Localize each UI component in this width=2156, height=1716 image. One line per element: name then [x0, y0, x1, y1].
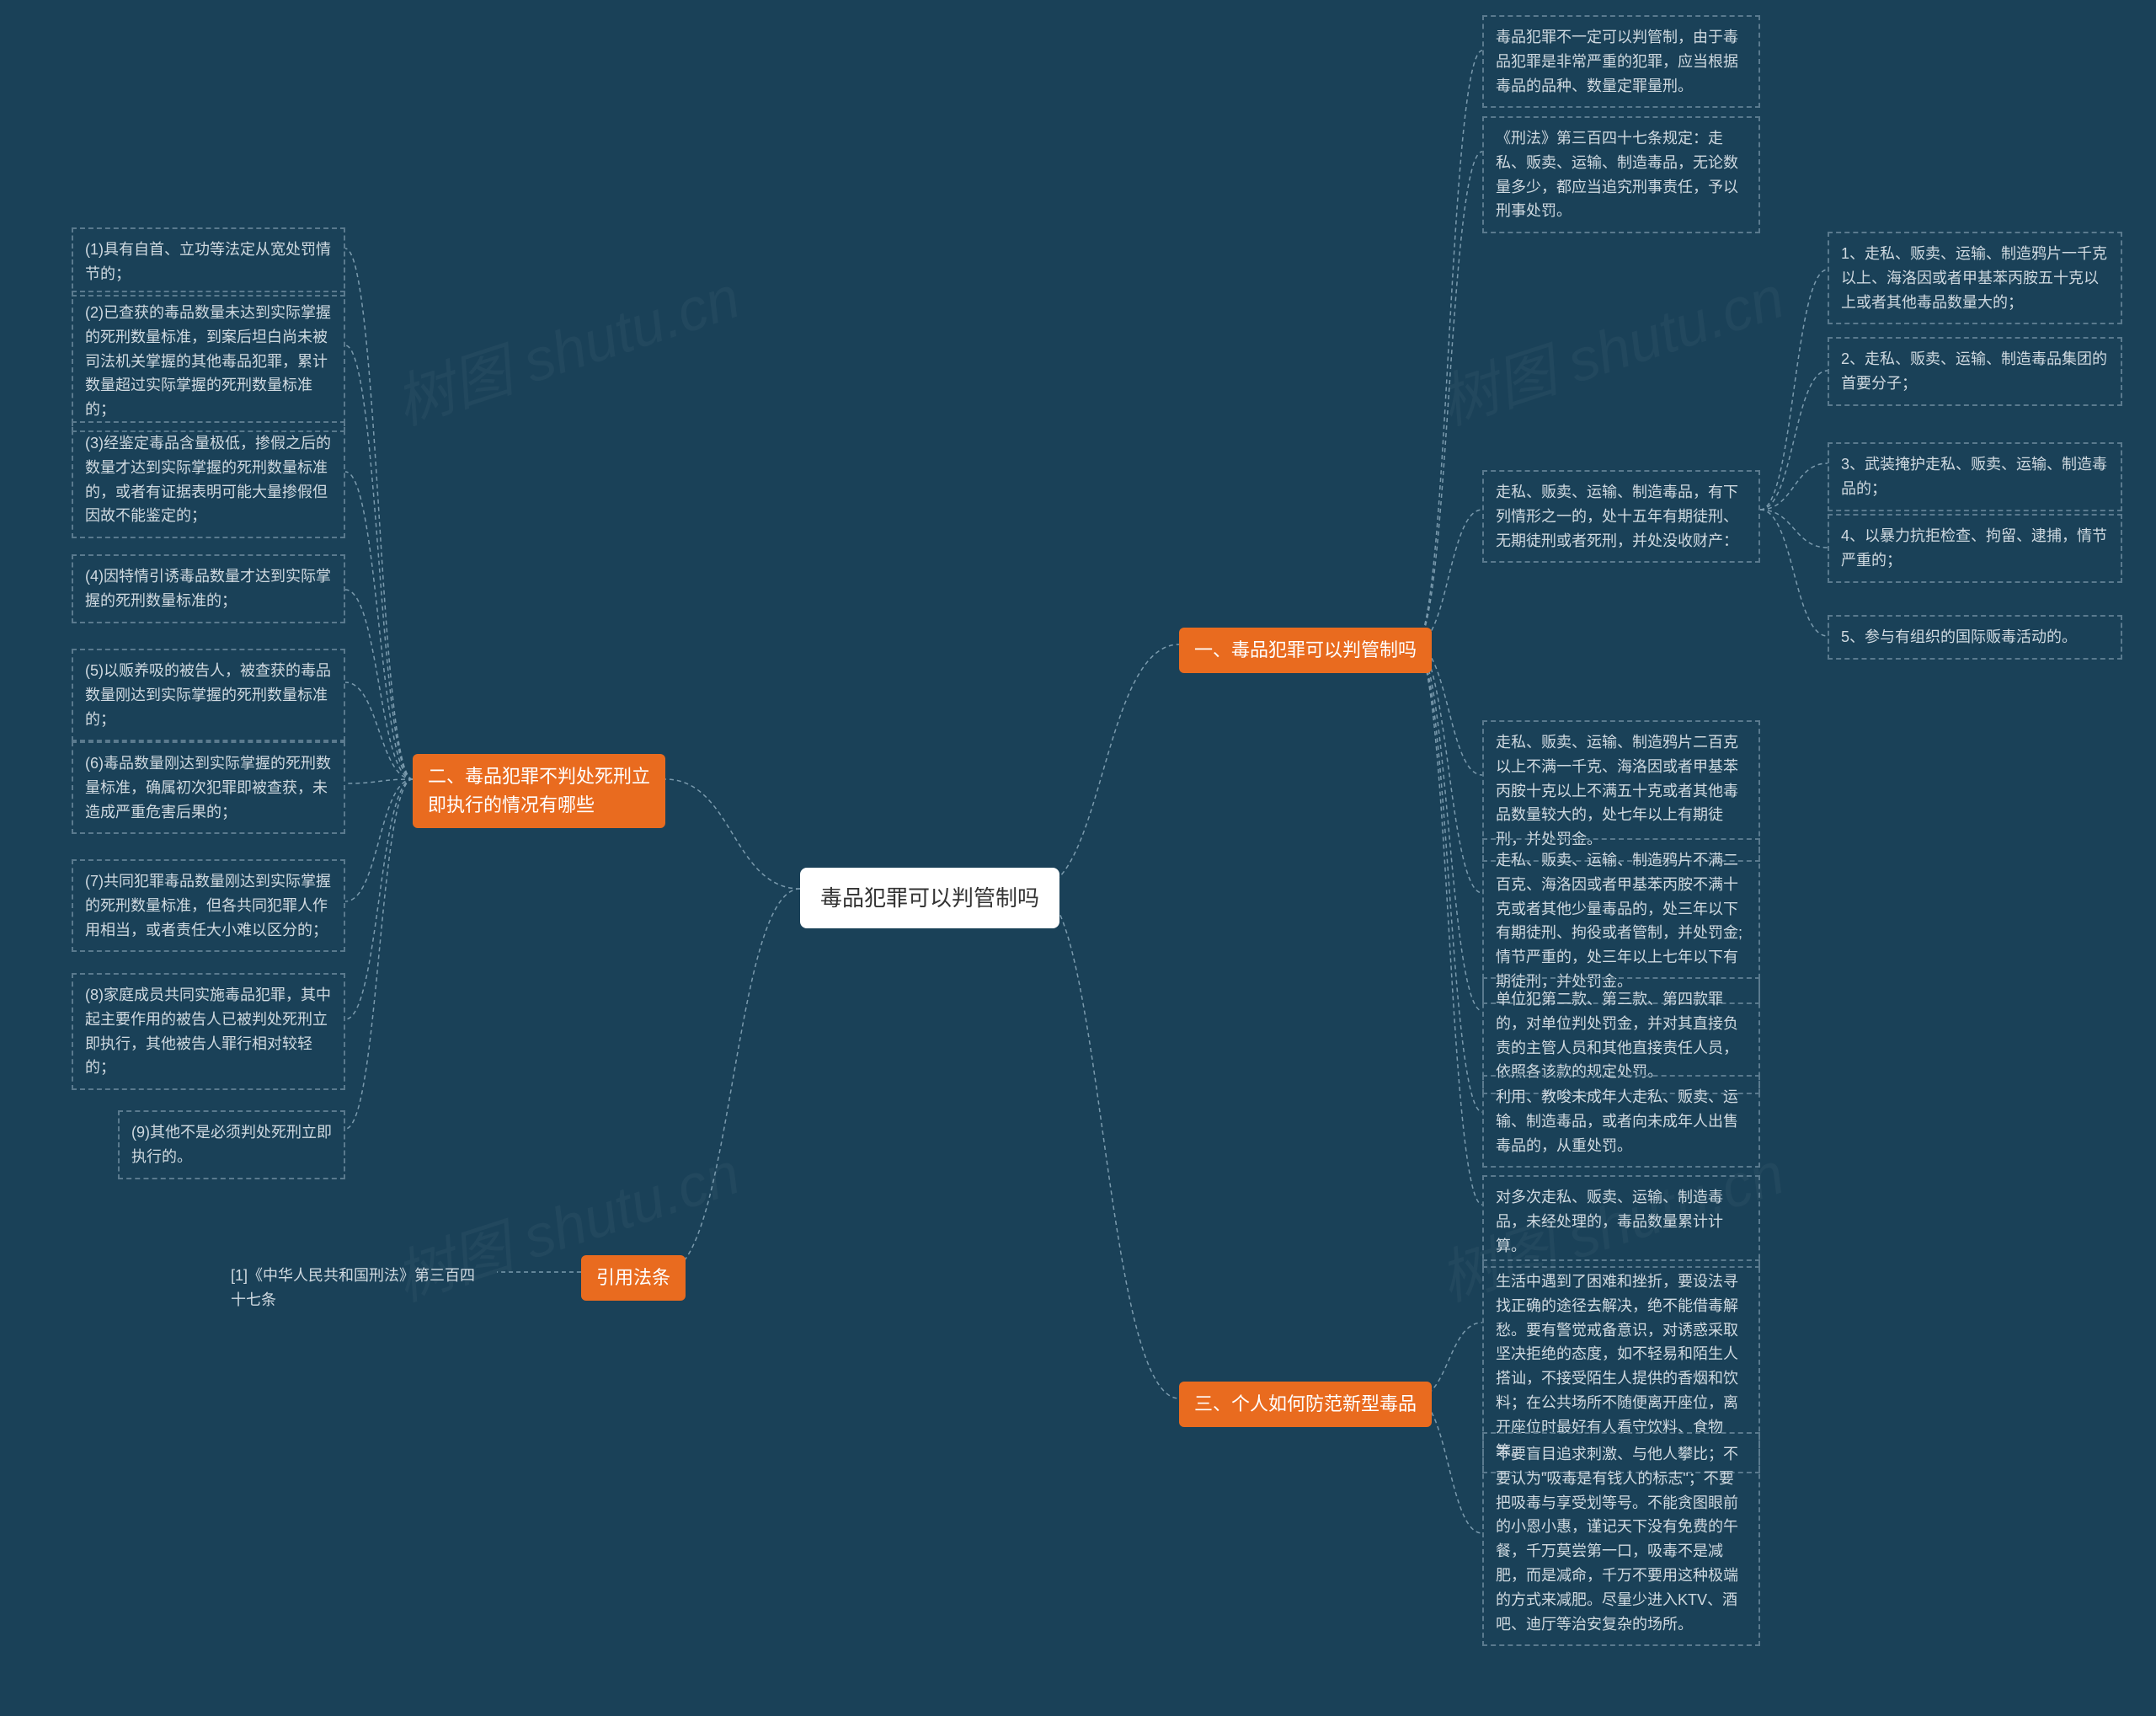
- branch2-item-5: (6)毒品数量刚达到实际掌握的死刑数量标准，确属初次犯罪即被查获，未造成严重危害…: [72, 741, 345, 834]
- branch2-item-3: (4)因特情引诱毒品数量才达到实际掌握的死刑数量标准的；: [72, 554, 345, 623]
- branch-2: 二、毒品犯罪不判处死刑立即执行的情况有哪些: [413, 754, 665, 828]
- branch1-sub3-1: 2、走私、贩卖、运输、制造毒品集团的首要分子；: [1828, 337, 2122, 406]
- branch1-item-6: 利用、教唆未成年人走私、贩卖、运输、制造毒品，或者向未成年人出售毒品的，从重处罚…: [1482, 1075, 1760, 1168]
- branch2-item-4: (5)以贩养吸的被告人，被查获的毒品数量刚达到实际掌握的死刑数量标准的；: [72, 649, 345, 741]
- branch1-item-0: 毒品犯罪不一定可以判管制，由于毒品犯罪是非常严重的犯罪，应当根据毒品的品种、数量…: [1482, 15, 1760, 108]
- branch2-item-7: (8)家庭成员共同实施毒品犯罪，其中起主要作用的被告人已被判处死刑立即执行，其他…: [72, 973, 345, 1090]
- branch-4: 引用法条: [581, 1255, 686, 1301]
- branch2-item-0: (1)具有自首、立功等法定从宽处罚情节的；: [72, 227, 345, 297]
- branch1-item-1: 《刑法》第三百四十七条规定：走私、贩卖、运输、制造毒品，无论数量多少，都应当追究…: [1482, 116, 1760, 233]
- branch-3: 三、个人如何防范新型毒品: [1179, 1382, 1432, 1427]
- branch2-item-8: (9)其他不是必须判处死刑立即执行的。: [118, 1110, 345, 1179]
- branch2-item-6: (7)共同犯罪毒品数量刚达到实际掌握的死刑数量标准，但各共同犯罪人作用相当，或者…: [72, 859, 345, 952]
- center-node: 毒品犯罪可以判管制吗: [800, 868, 1059, 928]
- branch2-item-2: (3)经鉴定毒品含量极低，掺假之后的数量才达到实际掌握的死刑数量标准的，或者有证…: [72, 421, 345, 538]
- branch1-item-2: 走私、贩卖、运输、制造毒品，有下列情形之一的，处十五年有期徒刑、无期徒刑或者死刑…: [1482, 470, 1760, 563]
- branch1-sub3-3: 4、以暴力抗拒检查、拘留、逮捕，情节严重的；: [1828, 514, 2122, 583]
- watermark: 树图 shutu.cn: [1428, 250, 1794, 441]
- branch4-item-0: [1]《中华人民共和国刑法》第三百四十七条: [219, 1255, 497, 1321]
- branch1-sub3-0: 1、走私、贩卖、运输、制造鸦片一千克以上、海洛因或者甲基苯丙胺五十克以上或者其他…: [1828, 232, 2122, 324]
- branch2-item-1: (2)已查获的毒品数量未达到实际掌握的死刑数量标准，到案后坦白尚未被司法机关掌握…: [72, 291, 345, 432]
- branch-1: 一、毒品犯罪可以判管制吗: [1179, 628, 1432, 673]
- branch1-sub3-4: 5、参与有组织的国际贩毒活动的。: [1828, 615, 2122, 660]
- branch1-item-7: 对多次走私、贩卖、运输、制造毒品，未经处理的，毒品数量累计计算。: [1482, 1175, 1760, 1268]
- branch1-sub3-2: 3、武装掩护走私、贩卖、运输、制造毒品的；: [1828, 442, 2122, 511]
- branch3-item-1: 不要盲目追求刺激、与他人攀比；不要认为"吸毒是有钱人的标志"；不要把吸毒与享受划…: [1482, 1432, 1760, 1646]
- watermark: 树图 shutu.cn: [383, 250, 750, 441]
